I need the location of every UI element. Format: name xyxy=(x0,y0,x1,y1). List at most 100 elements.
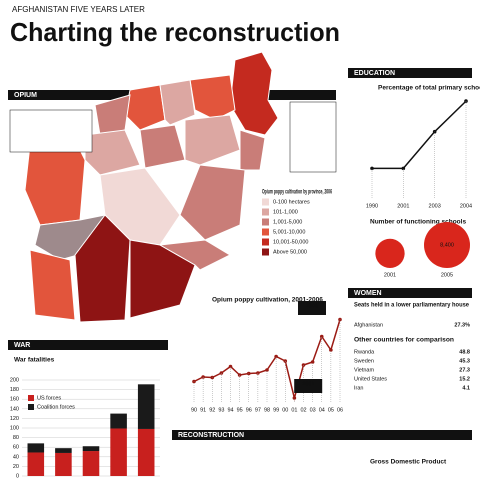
legend-label: 101-1,000 xyxy=(273,209,298,215)
section-title: WOMEN xyxy=(354,290,382,297)
y-tick-label: 0 xyxy=(16,473,19,479)
province xyxy=(179,164,246,241)
section-title: EDUCATION xyxy=(354,70,395,77)
row-label: Afghanistan xyxy=(354,322,383,328)
section-bar xyxy=(348,288,472,298)
x-tick-label: 99 xyxy=(273,407,279,413)
section-bar xyxy=(8,340,168,350)
y-tick-label: 160 xyxy=(10,397,19,403)
province xyxy=(139,124,186,169)
row-label: United States xyxy=(354,376,387,382)
x-tick-label: 02 xyxy=(300,407,306,413)
line xyxy=(372,100,467,170)
province xyxy=(94,94,131,136)
row-value: 27.3 xyxy=(459,367,470,373)
point xyxy=(370,166,374,171)
y-tick-label: 60 xyxy=(13,445,19,451)
chart-title: War fatalities xyxy=(14,357,55,364)
x-tick-label: 1990 xyxy=(366,203,378,209)
x-tick-label: 91 xyxy=(200,407,206,413)
annotation-box xyxy=(298,301,326,315)
legend-label: Above 50,000 xyxy=(273,249,307,255)
women-title: Seats held in a lower parliamentary hous… xyxy=(354,302,469,309)
bar-segment xyxy=(110,428,127,476)
province xyxy=(74,214,131,323)
point xyxy=(265,368,269,372)
x-tick-label: 01 xyxy=(291,407,297,413)
bar-segment xyxy=(82,451,100,476)
row-value: 45.3 xyxy=(459,358,470,364)
section-bar xyxy=(172,430,472,440)
x-tick-label: 2004 xyxy=(460,203,472,209)
x-tick-label: 94 xyxy=(227,407,233,413)
bar-segment xyxy=(27,452,45,476)
bubble xyxy=(424,222,470,268)
y-tick-label: 100 xyxy=(10,425,19,431)
point xyxy=(228,364,233,369)
row-value: 27.3% xyxy=(454,322,470,328)
y-tick-label: 20 xyxy=(13,464,19,470)
point xyxy=(464,99,468,103)
x-tick-label: 03 xyxy=(310,407,316,413)
legend-label: 10,001-50,000 xyxy=(273,239,308,245)
legend-label: 0-100 hectares xyxy=(273,199,310,205)
point xyxy=(310,360,315,364)
row-value: 15.2 xyxy=(459,376,470,382)
chart-title: Percentage of total primary school enrol… xyxy=(378,85,480,92)
x-tick-label: 05 xyxy=(328,407,334,413)
province xyxy=(84,129,141,176)
point xyxy=(274,354,278,359)
province xyxy=(184,114,241,166)
bar-segment xyxy=(82,446,100,452)
section-title: OPIUM xyxy=(14,92,37,99)
legend-label: 1,001-5,000 xyxy=(273,219,302,225)
x-tick-label: 98 xyxy=(264,407,270,413)
legend-swatch xyxy=(262,198,269,206)
section-title: RECONSTRUCTION xyxy=(178,432,244,439)
point xyxy=(292,396,297,400)
y-tick-label: 180 xyxy=(10,387,19,393)
x-tick-label: 2003 xyxy=(429,203,441,209)
annotation-box xyxy=(294,379,323,393)
kicker: AFGHANISTAN FIVE YEARS LATER xyxy=(12,5,145,14)
x-tick-label: 95 xyxy=(237,407,243,413)
section-title: WAR xyxy=(14,342,30,349)
point xyxy=(401,166,406,171)
legend-swatch xyxy=(262,238,269,246)
section-bar xyxy=(348,68,472,78)
x-tick-label: 97 xyxy=(255,407,261,413)
x-tick-label: 93 xyxy=(218,407,224,413)
row-label: Vietnam xyxy=(354,367,374,373)
bar-segment xyxy=(137,384,155,429)
value-label: 8,400 xyxy=(440,242,454,248)
x-tick-label: 90 xyxy=(191,407,197,413)
y-tick-label: 80 xyxy=(13,435,19,441)
map xyxy=(24,51,279,323)
legend-label: US forces xyxy=(37,395,61,401)
legend-swatch xyxy=(28,404,34,410)
legend-swatch xyxy=(262,248,269,256)
province xyxy=(159,79,196,126)
annotation: 2001 xyxy=(302,381,314,387)
map-legend-title: Opium poppy cultivation by province, 200… xyxy=(262,189,332,196)
map-note xyxy=(289,101,337,173)
province xyxy=(129,239,196,319)
legend-swatch xyxy=(262,228,269,236)
y-tick-label: 120 xyxy=(10,416,19,422)
x-tick-label: 2005 xyxy=(441,272,453,278)
y-tick-label: 40 xyxy=(13,454,19,460)
bubble xyxy=(375,238,405,268)
chart-title: Number of functioning schools xyxy=(370,219,466,226)
province xyxy=(229,51,279,136)
title: Charting the reconstruction xyxy=(10,17,340,47)
row-label: Iran xyxy=(354,385,363,391)
x-tick-label: 00 xyxy=(282,407,288,413)
y-tick-label: 200 xyxy=(10,377,19,383)
gdp-title: Gross Domestic Product xyxy=(370,459,447,466)
row-label: Rwanda xyxy=(354,349,375,355)
row-label: Sweden xyxy=(354,358,374,364)
legend-label: 5,001-10,000 xyxy=(273,229,305,235)
row-value: 4.1 xyxy=(462,385,470,391)
province xyxy=(158,239,232,271)
